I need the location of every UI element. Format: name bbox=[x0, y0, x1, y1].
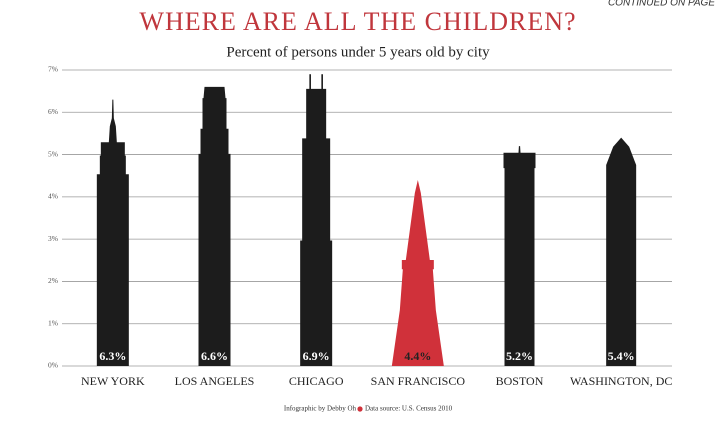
building-bar bbox=[96, 99, 129, 366]
building-bar bbox=[503, 146, 536, 366]
antenna bbox=[321, 74, 323, 90]
x-tick-label: SAN FRANCISCO bbox=[371, 374, 466, 388]
x-tick-label: NEW YORK bbox=[81, 374, 145, 388]
page-note: CONTINUED ON PAGE bbox=[608, 0, 715, 9]
credit: Infographic by Debby Oh bbox=[284, 405, 357, 413]
value-label: 5.2% bbox=[506, 349, 533, 363]
x-tick-label: LOS ANGELES bbox=[175, 374, 255, 388]
y-tick-label: 6% bbox=[48, 107, 58, 116]
value-label: 5.4% bbox=[608, 349, 635, 363]
y-tick-label: 3% bbox=[48, 234, 58, 243]
value-label: 6.3% bbox=[99, 349, 126, 363]
value-label: 4.4% bbox=[404, 349, 431, 363]
y-tick-label: 2% bbox=[48, 276, 58, 285]
y-tick-label: 5% bbox=[48, 149, 58, 158]
value-label: 6.9% bbox=[303, 349, 330, 363]
chart-subtitle: Percent of persons under 5 years old by … bbox=[226, 44, 490, 60]
source: Data source: U.S. Census 2010 bbox=[365, 405, 453, 413]
building-bar bbox=[606, 137, 637, 366]
building-bar bbox=[198, 86, 231, 367]
chart-title: WHERE ARE ALL THE CHILDREN? bbox=[139, 7, 576, 36]
y-tick-label: 1% bbox=[48, 318, 58, 327]
antenna bbox=[309, 74, 311, 90]
building-bar bbox=[300, 88, 333, 367]
x-tick-label: WASHINGTON, DC bbox=[570, 374, 672, 388]
value-label: 6.6% bbox=[201, 349, 228, 363]
y-tick-label: 7% bbox=[48, 65, 58, 74]
y-tick-label: 4% bbox=[48, 192, 58, 201]
x-tick-label: CHICAGO bbox=[289, 374, 344, 388]
separator-dot bbox=[357, 406, 363, 412]
x-tick-label: BOSTON bbox=[496, 374, 544, 388]
y-tick-label: 0% bbox=[48, 361, 58, 370]
building-bar bbox=[391, 179, 444, 366]
